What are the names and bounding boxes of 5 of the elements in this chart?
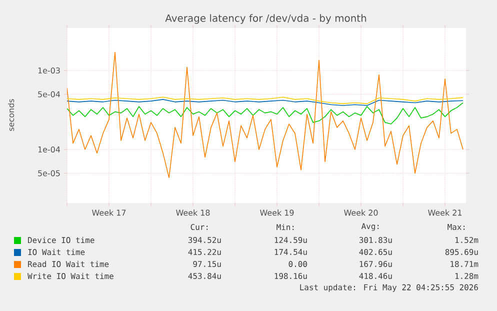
line-series [67,52,464,178]
line-series [67,102,464,124]
chart-title: Average latency for /dev/vda - by month [165,14,366,24]
line-series [67,99,464,106]
line-series [67,96,464,104]
